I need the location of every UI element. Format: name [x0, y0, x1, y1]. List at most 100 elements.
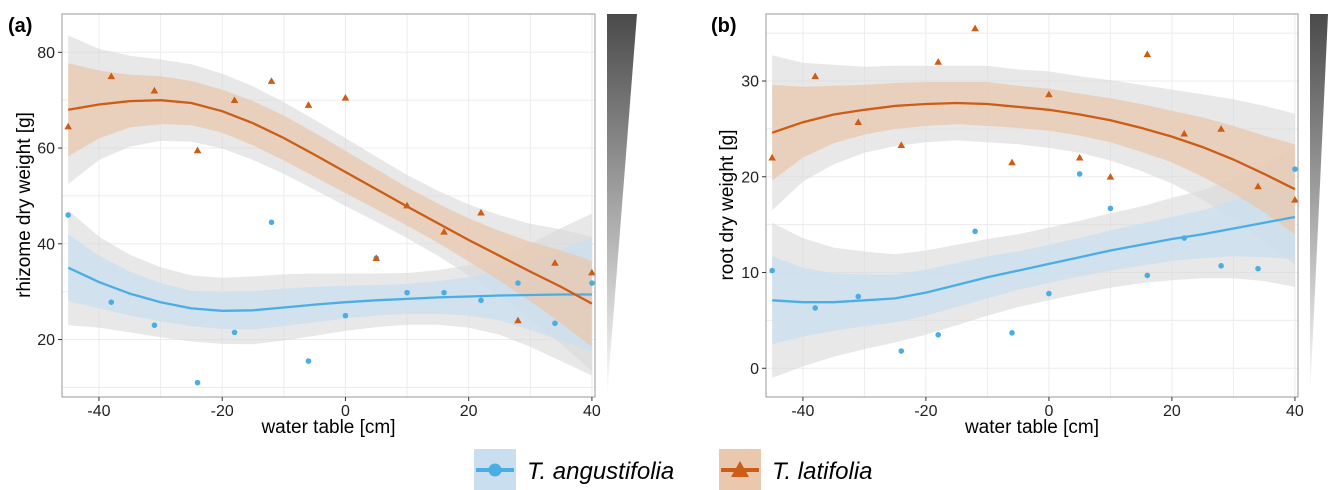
y-tick-label: 40 [37, 236, 55, 253]
data-point [1292, 166, 1298, 172]
data-point [1254, 182, 1262, 190]
data-point [768, 153, 776, 161]
legend-item-latifolia: T. latifolia [719, 449, 873, 490]
fit-line [772, 215, 1296, 304]
data-point [1218, 263, 1224, 269]
y-tick-label: 0 [750, 361, 759, 378]
data-point [341, 93, 350, 101]
data-point [404, 289, 410, 296]
x-tick-label: 20 [460, 403, 478, 420]
y-axis-label: rhizome dry weight [g] [14, 112, 35, 298]
data-point [1255, 265, 1261, 272]
data-point [1009, 330, 1015, 336]
x-tick-label: 0 [341, 403, 350, 420]
data-point [151, 322, 158, 328]
plot-border [61, 13, 596, 398]
data-point [65, 212, 71, 218]
inner-confidence-band [68, 234, 592, 352]
data-point [1075, 153, 1084, 161]
data-point [108, 299, 115, 306]
x-tick-label: 20 [1163, 403, 1181, 420]
data-point [342, 312, 349, 319]
legend-label: T. angustifolia [527, 458, 674, 485]
data-point [589, 280, 595, 286]
data-point [150, 86, 159, 94]
inner-confidence-band [68, 63, 592, 347]
x-tick-label: -20 [211, 403, 234, 420]
data-point [1180, 129, 1189, 137]
gradient-wedge-legend [607, 14, 637, 397]
data-point [812, 305, 819, 311]
data-point [588, 268, 596, 276]
data-point [268, 219, 275, 226]
data-point [477, 208, 485, 216]
y-tick-label: 10 [741, 265, 759, 282]
data-point [972, 228, 978, 235]
fit-line [67, 266, 592, 312]
data-point [769, 267, 775, 274]
x-tick-label: -40 [791, 403, 814, 420]
inner-confidence-band [772, 174, 1295, 345]
data-point [231, 329, 238, 336]
data-point [514, 316, 522, 324]
data-point [897, 141, 906, 149]
plot-content [771, 55, 1296, 378]
data-point [305, 358, 312, 364]
data-point [854, 118, 863, 126]
data-point [935, 331, 942, 338]
data-point [107, 72, 116, 80]
plot-border [765, 13, 1299, 398]
data-point [1181, 235, 1188, 241]
legend: T. angustifolia T. latifolia [474, 449, 873, 490]
data-point [372, 254, 381, 262]
data-point [1144, 272, 1151, 279]
x-tick-label: 0 [1044, 403, 1053, 420]
data-point [441, 289, 447, 296]
data-point [1106, 172, 1115, 180]
data-point [1217, 125, 1225, 132]
y-tick-label: 20 [741, 169, 759, 186]
panel-label: (b) [711, 15, 737, 37]
plot-content [67, 35, 593, 376]
data-point [1045, 90, 1053, 98]
x-tick-label: 40 [1286, 403, 1304, 420]
fit-line [771, 101, 1296, 191]
data-point [403, 201, 411, 209]
data-point [1076, 171, 1083, 177]
data-point [551, 259, 559, 266]
data-point [230, 96, 239, 104]
y-tick-label: 20 [37, 332, 55, 349]
data-point [934, 58, 943, 65]
data-point [440, 228, 448, 235]
data-point [193, 146, 202, 154]
data-point [267, 77, 276, 84]
legend-label: T. latifolia [772, 458, 873, 485]
data-point [64, 122, 72, 130]
y-tick-label: 60 [37, 141, 55, 158]
data-point [304, 101, 313, 108]
panel-a: (a) -40 -20 0 20 40 20 40 60 80 water table [cm]… [8, 13, 637, 438]
panel-label: (a) [8, 15, 32, 37]
x-tick-label: 40 [583, 403, 601, 420]
data-point [855, 293, 862, 300]
data-point [194, 379, 201, 386]
data-point [1291, 195, 1299, 203]
data-point [1107, 205, 1114, 212]
y-axis-label: root dry weight [g] [717, 129, 738, 280]
y-tick-label: 30 [741, 74, 759, 91]
y-tick-label: 80 [37, 45, 55, 62]
gradient-wedge-legend [1310, 14, 1328, 397]
data-point [1008, 158, 1016, 166]
data-point [811, 72, 820, 80]
fit-line [68, 99, 593, 305]
data-point [1046, 290, 1052, 297]
data-point [1143, 50, 1152, 58]
data-point [478, 297, 484, 304]
x-tick-label: -20 [914, 403, 937, 420]
data-point [898, 348, 905, 354]
legend-triangle-marker-icon [731, 461, 749, 477]
legend-item-angustifolia: T. angustifolia [474, 449, 674, 490]
data-point [515, 280, 521, 286]
plot-area: -40 -20 0 20 40 0 10 20 30 [741, 13, 1304, 420]
